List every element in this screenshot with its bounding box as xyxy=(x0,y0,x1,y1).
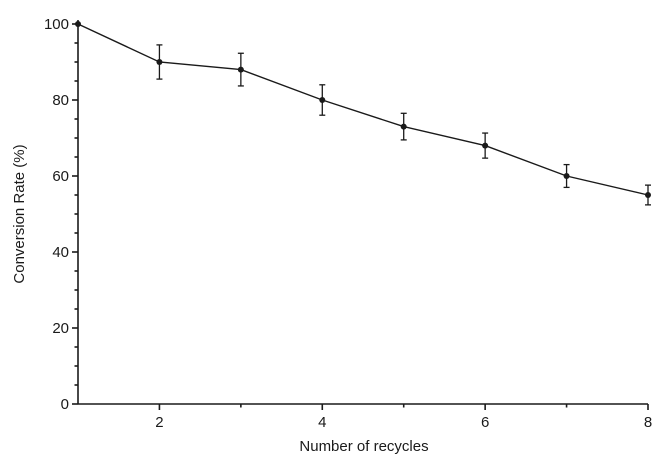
axes: 0 20 40 60 80 100 2 4 6 8 xyxy=(44,16,652,431)
data-point xyxy=(319,97,326,103)
y-tick-label: 60 xyxy=(52,168,69,185)
data-point xyxy=(482,142,489,149)
y-tick-label: 40 xyxy=(52,244,69,261)
data-point xyxy=(645,192,651,198)
y-axis-label: Conversion Rate (%) xyxy=(11,144,28,283)
y-tick-label: 0 xyxy=(61,396,69,413)
y-tick-label: 100 xyxy=(44,16,69,33)
series-line xyxy=(77,23,649,196)
x-tick-label: 2 xyxy=(155,414,163,431)
x-tick-label: 4 xyxy=(318,414,326,431)
data-point xyxy=(563,173,570,179)
data-point xyxy=(400,123,407,130)
data-point xyxy=(237,66,244,73)
data-point xyxy=(156,59,163,65)
y-tick-label: 20 xyxy=(52,320,69,337)
series-layer xyxy=(75,21,651,206)
y-tick-label: 80 xyxy=(52,92,69,109)
data-point xyxy=(75,21,81,27)
x-tick-label: 8 xyxy=(644,414,652,431)
x-axis-label: Number of recycles xyxy=(299,438,428,455)
x-tick-label: 6 xyxy=(481,414,489,431)
